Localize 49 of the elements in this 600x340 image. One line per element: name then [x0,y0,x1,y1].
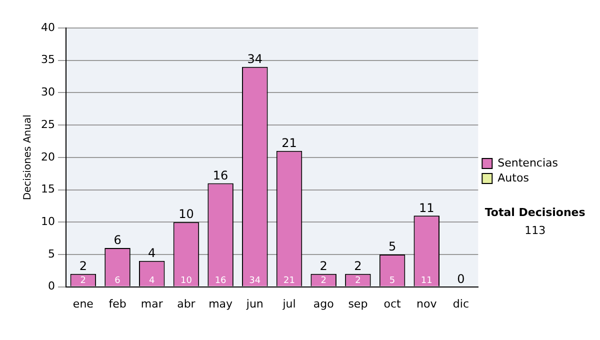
total-label: 6 [114,233,122,248]
y-tick-label: 10 [40,214,55,228]
data-label: 21 [284,276,295,286]
text: 113 [524,224,546,237]
y-tick-label: 40 [40,20,55,34]
y-tick-label: 35 [40,53,55,66]
data-label: 4 [148,276,155,286]
x-tick-label: dic [452,297,470,310]
data-label: 2 [355,276,361,286]
total-label: 16 [212,168,228,182]
x-tick-label: sep [348,297,368,310]
x-tick-label: mar [140,297,164,310]
y-axis-title: Decisiones Anual [22,114,34,200]
y-tick-label: 20 [40,150,55,164]
total-label: 21 [282,136,297,150]
x-tick-label: jul [282,297,296,310]
total-label: 5 [388,240,396,254]
total-label: 4 [148,246,156,260]
data-label: 6 [114,276,121,286]
total-label: 2 [354,258,362,273]
legend-label: Sentencias [498,156,558,170]
data-label: 5 [389,276,396,286]
text: Total Decisiones [484,206,586,219]
data-label: 10 [180,276,192,286]
data-label: 16 [214,276,227,286]
x-tick-label: jun [245,297,264,310]
x-tick-label: abr [177,297,196,310]
total-label: 2 [320,258,328,273]
total-label: 34 [247,52,263,66]
total-label: 0 [457,272,465,286]
legend-label: Autos [498,171,530,184]
x-tick-label: ago [313,297,334,310]
x-tick-label: feb [108,297,126,310]
data-label: 11 [420,276,432,286]
data-label: 2 [80,276,86,286]
x-tick-label: may [208,297,234,310]
y-tick-label: 25 [40,118,55,131]
y-tick-label: 30 [40,86,55,99]
y-tick-label: 0 [48,280,55,293]
x-tick-label: ene [72,297,94,310]
total-label: 10 [178,207,194,222]
total-label: 2 [79,258,87,273]
total-label: 11 [418,200,434,215]
data-label: 34 [249,276,261,286]
x-tick-label: nov [416,297,438,310]
y-tick-label: 5 [48,247,55,260]
x-tick-label: oct [384,297,402,310]
y-tick-label: 15 [40,182,55,196]
data-label: 2 [320,276,326,286]
